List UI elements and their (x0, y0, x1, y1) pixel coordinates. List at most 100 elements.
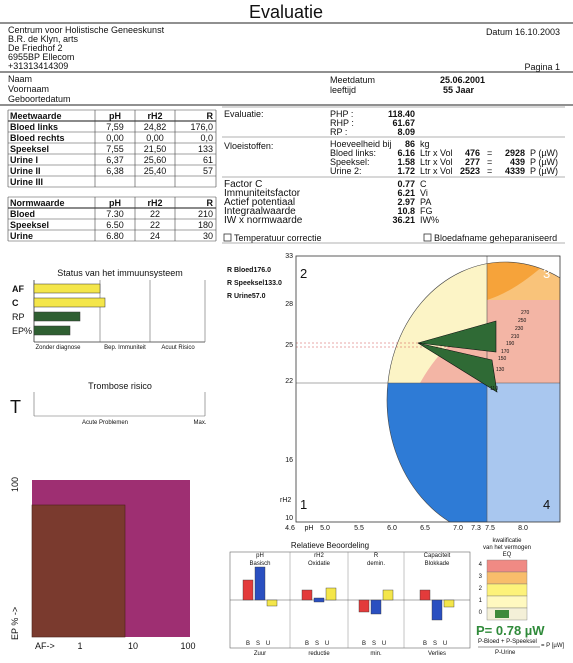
table-cell: Urine I (10, 155, 39, 165)
measure-date: 25.06.2001 (440, 75, 486, 85)
chart-title: Trombose risico (88, 381, 152, 391)
indicator-triangle (417, 342, 498, 393)
fluid-power: 2928 (504, 148, 525, 158)
assessment-bar (419, 589, 431, 601)
block-label: Evaluatie: (224, 109, 264, 119)
table-cell: Urine (10, 231, 34, 241)
x-tick-label: 5.5 (354, 525, 364, 532)
eq-scale-label: 2 (478, 586, 482, 592)
group-label: demin. (366, 561, 386, 567)
patient-field: Voornaam (8, 84, 50, 94)
fluid-label: Urine 2: (330, 166, 362, 176)
fluid-unit: P (µW) (530, 157, 559, 167)
checkbox (223, 233, 232, 242)
eval-label: RHP : (330, 118, 354, 128)
chart-frame (295, 255, 561, 523)
factor-value: 6.21 (397, 188, 415, 198)
legend-entry: R Urine57.0 (227, 293, 266, 300)
group-label: Blokkade (424, 561, 450, 567)
x-tick-label: 7.0 (453, 525, 463, 532)
table-cell: 6.80 (106, 231, 124, 241)
group-label: rH2 (314, 553, 324, 559)
x-tick-label: 6.5 (420, 525, 430, 532)
region (487, 262, 560, 300)
table-cell: pH (109, 198, 121, 208)
eq-band (486, 559, 528, 573)
address-line: 6955BP Ellecom (8, 52, 75, 62)
status-bar (33, 325, 71, 336)
table-cell: 6.50 (106, 220, 124, 230)
patient-field: Naam (8, 74, 33, 84)
assessment-bar (382, 589, 394, 601)
table-cell: Normwaarde (10, 198, 65, 208)
table-cell: 24,82 (143, 122, 167, 132)
factor-value: 10.8 (397, 206, 415, 216)
factor-label: Factor C (224, 179, 263, 190)
r-scale-label: 230 (515, 326, 524, 332)
fluid-value: 1.58 (397, 157, 415, 167)
y-tick-label: 16 (285, 457, 293, 464)
table-cell: R (206, 198, 214, 208)
r-scale-label: 130 (496, 367, 505, 373)
table-cell: Bloed (10, 209, 36, 219)
table-cell: 6,38 (106, 166, 124, 176)
chart-title: Status van het immuunsysteem (57, 268, 183, 278)
quadrant-number: 4 (543, 497, 551, 512)
table-cell: 61 (202, 155, 213, 165)
factor-unit: PA (420, 197, 432, 207)
axis-label: rH2 (280, 497, 292, 504)
scale-label: Max. (193, 420, 207, 426)
eval-value: 61.67 (392, 118, 415, 128)
row-label: C (12, 298, 19, 308)
group-label: Zuur (253, 651, 267, 657)
eq-title: van het vermogen (482, 545, 532, 551)
row-label: AF (12, 284, 24, 294)
assessment-bar (266, 599, 278, 607)
table-cell: R (206, 111, 214, 121)
factor-unit: FG (420, 206, 433, 216)
r-scale-label: 110 (490, 386, 498, 392)
fluid-value: 6.16 (397, 148, 415, 158)
table-cell: Urine III (10, 177, 44, 187)
bsu-label: U (381, 641, 387, 647)
quadrant-number: 1 (300, 497, 308, 512)
bsu-label: U (442, 641, 448, 647)
table-cell: rH2 (147, 111, 163, 121)
option-label: Temperatuur correctie (234, 233, 322, 243)
x-tick-label: 7.3 (471, 525, 481, 532)
tick-label: 10 (127, 641, 139, 651)
assessment-bar (325, 587, 337, 601)
plot-zone (31, 504, 126, 638)
status-bar (33, 311, 81, 322)
fluid-volume: 476 (464, 148, 480, 158)
thrombosis-symbol: T (10, 397, 21, 417)
report-date: Datum 16.10.2003 (485, 27, 560, 37)
y-tick-label: 22 (285, 378, 293, 385)
zone-label: Acuut Risico (161, 345, 195, 351)
eq-formula: P-Bloed + P-Speeksel (478, 639, 537, 645)
factor-value: 36.21 (392, 215, 415, 225)
table-cell: Meetwaarde (10, 111, 62, 121)
eq-formula: = P [µW] (541, 643, 565, 649)
table-cell: 25,60 (143, 155, 167, 165)
zone-label: Bep. Immuniteit (104, 345, 146, 351)
bsu-label: B (361, 641, 367, 647)
fluid-unit: Ltr x Vol (420, 166, 453, 176)
group-label: reductie (308, 651, 330, 657)
factor-unit: IW% (420, 215, 439, 225)
eq-scale-label: 3 (478, 574, 482, 580)
scale-label: Acute Problemen (81, 420, 129, 426)
bsu-label: B (245, 641, 251, 647)
factor-unit: Vi (420, 188, 428, 198)
table-cell: 25,40 (143, 166, 167, 176)
bsu-label: S (314, 641, 320, 647)
fluid-equals: = (487, 148, 493, 158)
axis-max-label: 100 (10, 476, 20, 492)
assessment-bar (254, 566, 266, 601)
x-tick-label: 4.6 (285, 525, 295, 532)
zone-label: Zonder diagnose (35, 345, 81, 351)
table-cell: 176,0 (190, 122, 213, 132)
fluid-label: Bloed links: (330, 148, 377, 158)
fluid-unit: kg (420, 139, 430, 149)
group-label: min. (370, 651, 382, 657)
